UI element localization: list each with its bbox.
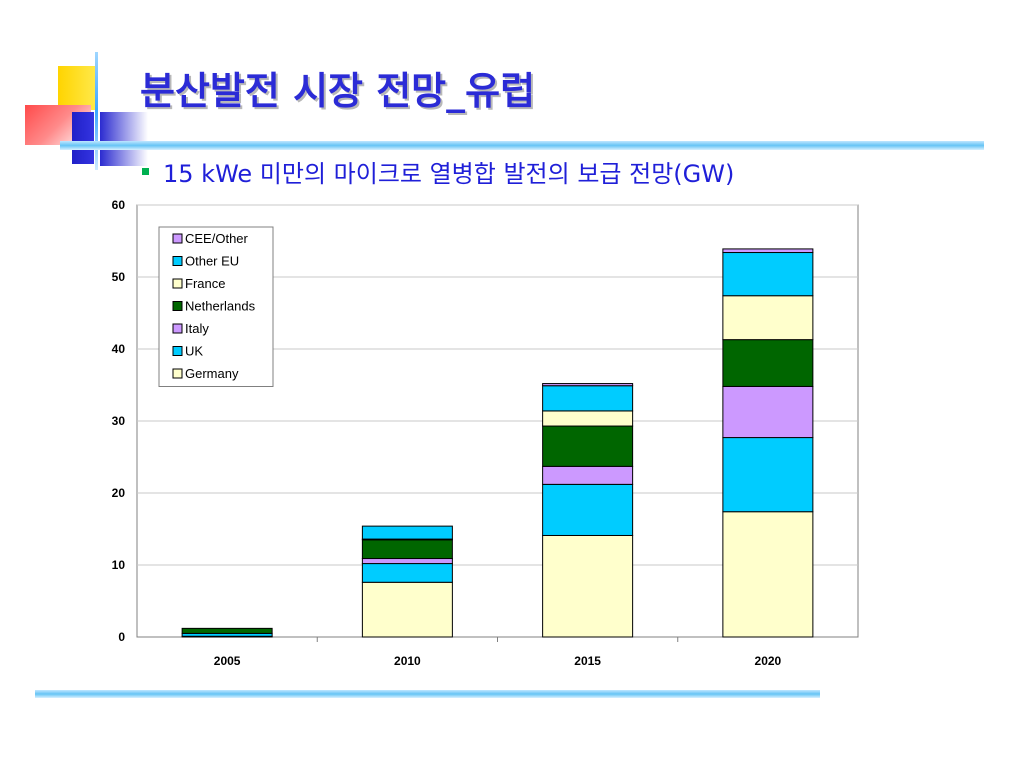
legend-swatch (172, 301, 183, 311)
y-tick-label: 10 (112, 558, 126, 572)
legend-label: CEE/Other (185, 231, 249, 246)
bar-segment (722, 248, 814, 254)
slide-subtitle: 15 kWe 미만의 마이크로 열병합 발전의 보급 전망(GW) (163, 160, 735, 188)
bar-segment (542, 425, 634, 467)
bar-segment (542, 385, 634, 412)
x-tick-label: 2010 (394, 654, 421, 668)
legend-swatch (172, 233, 183, 244)
bar-segment (361, 525, 453, 540)
legend-label: France (185, 276, 225, 291)
bar-segment (542, 465, 634, 485)
legend-label: Germany (185, 366, 239, 381)
legend-label: Italy (185, 321, 209, 336)
bar-segment (361, 539, 453, 560)
decor-bottom-rule (35, 690, 820, 698)
x-tick-label: 2015 (574, 654, 601, 668)
bar-segment (722, 295, 814, 341)
legend-swatch (172, 346, 183, 356)
bar-segment (542, 383, 634, 387)
bar-segment (722, 252, 814, 297)
legend-label: Other EU (185, 254, 239, 269)
y-tick-label: 20 (112, 486, 126, 500)
bar-segment (722, 511, 814, 638)
y-tick-label: 40 (112, 342, 126, 356)
bullet-item: 15 kWe 미만의 마이크로 열병합 발전의 보급 전망(GW) (142, 154, 734, 189)
legend-label: Netherlands (185, 299, 256, 314)
y-tick-label: 60 (112, 198, 126, 212)
decor-blue-gradient-block (100, 112, 148, 166)
bar-segment (722, 437, 814, 513)
legend-swatch (172, 323, 183, 334)
legend-swatch (172, 256, 183, 266)
bar-segment (722, 385, 814, 439)
legend-label: UK (185, 344, 203, 359)
bar-segment (361, 581, 453, 638)
slide-title: 분산발전 시장 전망_유럽 (140, 69, 536, 113)
bar-segment (361, 563, 453, 583)
y-tick-label: 50 (112, 270, 126, 284)
decor-top-rule (60, 141, 984, 150)
decor-blue-block (72, 112, 94, 164)
bar-segment (722, 339, 814, 387)
x-tick-label: 2020 (755, 654, 782, 668)
bar-segment (542, 410, 634, 427)
decor-yellow-block (58, 66, 96, 110)
y-tick-label: 0 (118, 630, 125, 644)
bar-segment (361, 558, 453, 565)
legend-swatch (172, 368, 183, 379)
bar-segment (542, 483, 634, 536)
decor-vertical-line (95, 52, 98, 170)
bar-segment (542, 534, 634, 638)
bar-segment (181, 627, 273, 634)
y-tick-label: 30 (112, 414, 126, 428)
bullet-square-icon (142, 168, 149, 175)
x-tick-label: 2005 (214, 654, 241, 668)
legend-swatch (172, 278, 183, 289)
